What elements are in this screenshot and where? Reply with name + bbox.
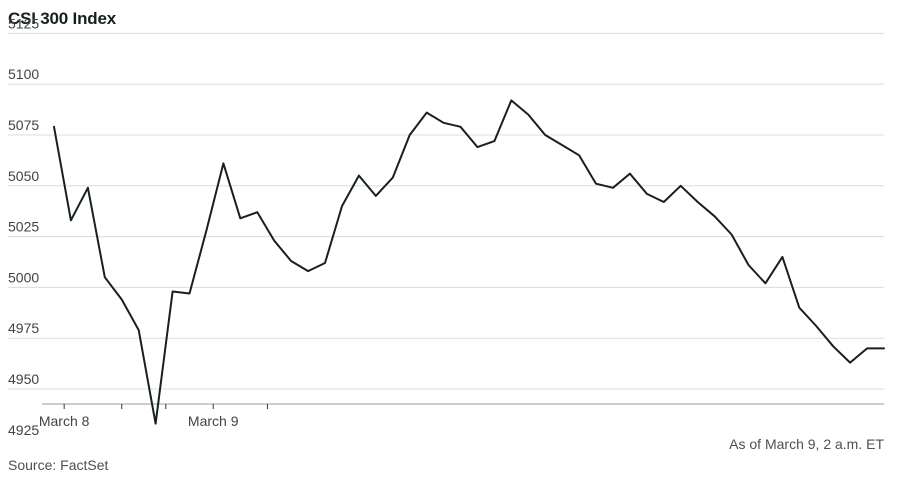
y-tick-label: 5025 — [8, 219, 39, 235]
chart-title: CSI 300 Index — [8, 9, 116, 28]
y-tick-label: 5125 — [8, 15, 39, 31]
as-of-note: As of March 9, 2 a.m. ET — [729, 436, 884, 452]
y-tick-label: 4950 — [8, 371, 39, 387]
x-tick-label: March 8 — [39, 413, 90, 429]
y-axis-ticks: 5125 5100 5075 5050 5025 5000 4975 4950 4925 — [8, 15, 39, 438]
series — [53, 99, 885, 425]
gridlines — [8, 32, 884, 390]
y-tick-label: 5000 — [8, 269, 39, 285]
y-tick-label: 4925 — [8, 422, 39, 438]
y-tick-label: 5100 — [8, 66, 39, 82]
series-line — [53, 99, 885, 425]
y-tick-label: 5075 — [8, 117, 39, 133]
y-tick-label: 4975 — [8, 320, 39, 336]
y-tick-label: 5050 — [8, 168, 39, 184]
x-tick-label: March 9 — [188, 413, 239, 429]
source-note: Source: FactSet — [8, 457, 109, 473]
x-axis: March 8 March 9 — [39, 403, 884, 429]
